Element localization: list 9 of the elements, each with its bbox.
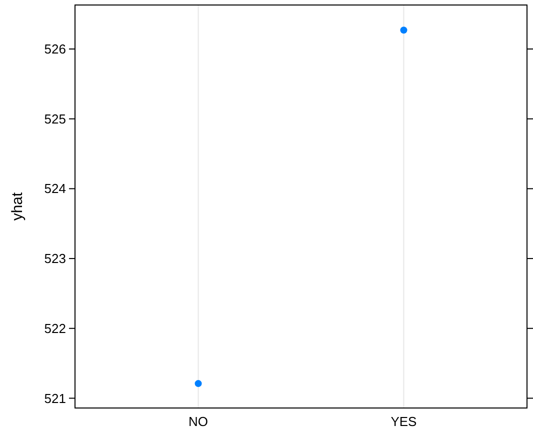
y-tick-label: 522 bbox=[44, 320, 66, 336]
x-tick-label: NO bbox=[188, 414, 208, 429]
y-tick-label: 525 bbox=[44, 111, 66, 126]
y-tick-label: 521 bbox=[44, 390, 66, 406]
y-tick-label: 523 bbox=[44, 251, 66, 266]
y-tick-label: 526 bbox=[44, 42, 66, 57]
y-tick-label: 524 bbox=[44, 181, 66, 196]
x-tick-label: YES bbox=[390, 414, 418, 429]
y-axis-title: yhat bbox=[9, 191, 26, 221]
